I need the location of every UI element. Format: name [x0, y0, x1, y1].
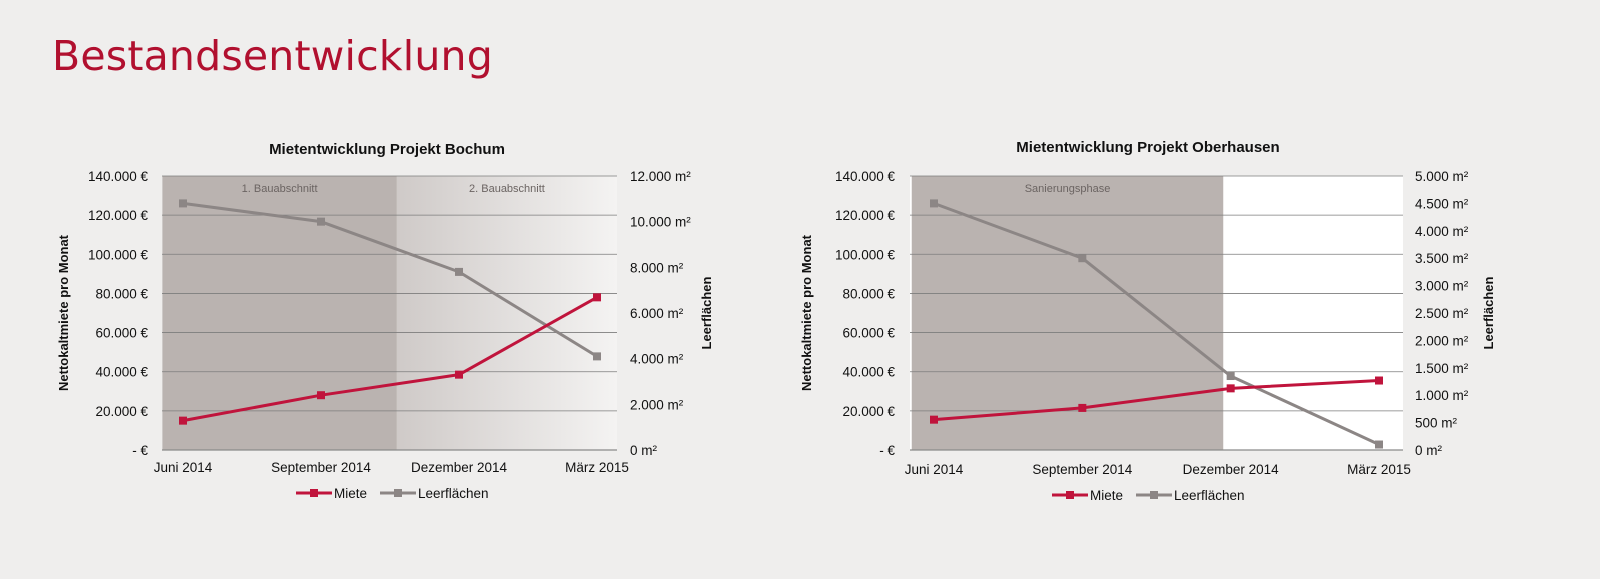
phase-band: [911, 176, 1224, 450]
data-point-leerflaechen: [1375, 440, 1383, 449]
y-tick-label: 60.000 €: [95, 326, 148, 341]
y2-tick-label: 500 m²: [1415, 416, 1458, 431]
y2-axis-label: Leerflächen: [1481, 276, 1496, 349]
data-point-leerflaechen: [930, 199, 938, 208]
y2-tick-label: 3.500 m²: [1415, 251, 1469, 266]
y2-tick-label: 12.000 m²: [630, 169, 691, 184]
y-tick-label: 120.000 €: [88, 208, 149, 223]
y2-tick-label: 2.000 m²: [1415, 333, 1469, 348]
y2-tick-label: 10.000 m²: [630, 215, 691, 230]
y-tick-label: 120.000 €: [835, 208, 896, 223]
legend-marker: [1150, 491, 1158, 499]
data-point-leerflaechen: [1078, 254, 1087, 263]
legend-label: Leerflächen: [418, 486, 489, 501]
y-tick-label: 80.000 €: [842, 286, 895, 301]
y-tick-label: 20.000 €: [95, 404, 148, 419]
x-tick-label: September 2014: [1032, 462, 1132, 477]
y2-tick-label: 0 m²: [1415, 443, 1443, 458]
x-tick-label: Dezember 2014: [1183, 462, 1280, 477]
y2-tick-label: 2.000 m²: [630, 397, 684, 412]
legend-marker: [310, 489, 318, 497]
data-point-miete: [593, 293, 601, 302]
y-tick-label: 40.000 €: [842, 365, 895, 380]
y2-tick-label: 5.000 m²: [1415, 169, 1469, 184]
legend-label: Leerflächen: [1174, 488, 1245, 503]
y-tick-label: 80.000 €: [95, 286, 148, 301]
y-tick-label: 60.000 €: [842, 326, 895, 341]
y-tick-label: 40.000 €: [95, 365, 148, 380]
x-tick-label: März 2015: [1347, 462, 1411, 477]
phase-label: 2. Bauabschnitt: [469, 183, 545, 195]
phase-label: Sanierungsphase: [1025, 183, 1111, 195]
data-point-miete: [1226, 384, 1235, 393]
y-tick-label: - €: [879, 443, 895, 458]
y2-tick-label: 4.000 m²: [630, 352, 684, 367]
data-point-miete: [179, 416, 187, 425]
legend-label: Miete: [334, 486, 367, 501]
data-point-leerflaechen: [179, 199, 187, 208]
y2-axis-label: Leerflächen: [699, 276, 714, 349]
legend-marker: [394, 489, 402, 497]
series-line-leerflaechen: [182, 201, 598, 358]
y2-tick-label: 1.000 m²: [1415, 388, 1469, 403]
data-point-leerflaechen: [593, 352, 601, 361]
chart-title: Mietentwicklung Projekt Bochum: [269, 141, 505, 158]
series-line-miete: [182, 296, 598, 423]
y-tick-label: 20.000 €: [842, 404, 895, 419]
x-tick-label: September 2014: [271, 460, 371, 475]
y-tick-label: 140.000 €: [88, 169, 149, 184]
y2-tick-label: 2.500 m²: [1415, 306, 1469, 321]
y-axis-label: Nettokaltmiete pro Monat: [799, 234, 814, 391]
y2-tick-label: 3.000 m²: [1415, 279, 1469, 294]
y-tick-label: 100.000 €: [88, 247, 149, 262]
y2-tick-label: 4.000 m²: [1415, 224, 1469, 239]
data-point-miete: [1375, 376, 1383, 385]
y2-tick-label: 0 m²: [630, 443, 658, 458]
y-tick-label: - €: [132, 443, 148, 458]
x-tick-label: März 2015: [565, 460, 629, 475]
phase-band: [396, 176, 617, 450]
series-line-miete: [933, 379, 1380, 422]
x-tick-label: Juni 2014: [905, 462, 964, 477]
x-tick-label: Dezember 2014: [411, 460, 508, 475]
data-point-miete: [930, 415, 938, 424]
y2-tick-label: 6.000 m²: [630, 306, 684, 321]
legend-marker: [1066, 491, 1074, 499]
y2-tick-label: 8.000 m²: [630, 260, 684, 275]
y2-tick-label: 1.500 m²: [1415, 361, 1469, 376]
y2-tick-label: 4.500 m²: [1415, 196, 1469, 211]
y-tick-label: 140.000 €: [835, 169, 896, 184]
data-point-miete: [455, 370, 463, 379]
y-tick-label: 100.000 €: [835, 247, 896, 262]
x-tick-label: Juni 2014: [154, 460, 213, 475]
chart-bochum: 1. Bauabschnitt 2. Bauabschnitt - € 20.000 …: [56, 141, 714, 501]
page-title: Bestandsentwicklung: [52, 32, 493, 80]
series-line-leerflaechen: [933, 201, 1380, 446]
data-point-leerflaechen: [1226, 372, 1235, 381]
data-point-miete: [317, 391, 325, 400]
legend-label: Miete: [1090, 488, 1123, 503]
data-point-leerflaechen: [317, 217, 325, 226]
data-point-miete: [1078, 403, 1087, 412]
chart-title: Mietentwicklung Projekt Oberhausen: [1016, 139, 1279, 156]
phase-label: 1. Bauabschnitt: [242, 183, 318, 195]
data-point-leerflaechen: [455, 267, 463, 276]
y-axis-label: Nettokaltmiete pro Monat: [56, 234, 71, 391]
